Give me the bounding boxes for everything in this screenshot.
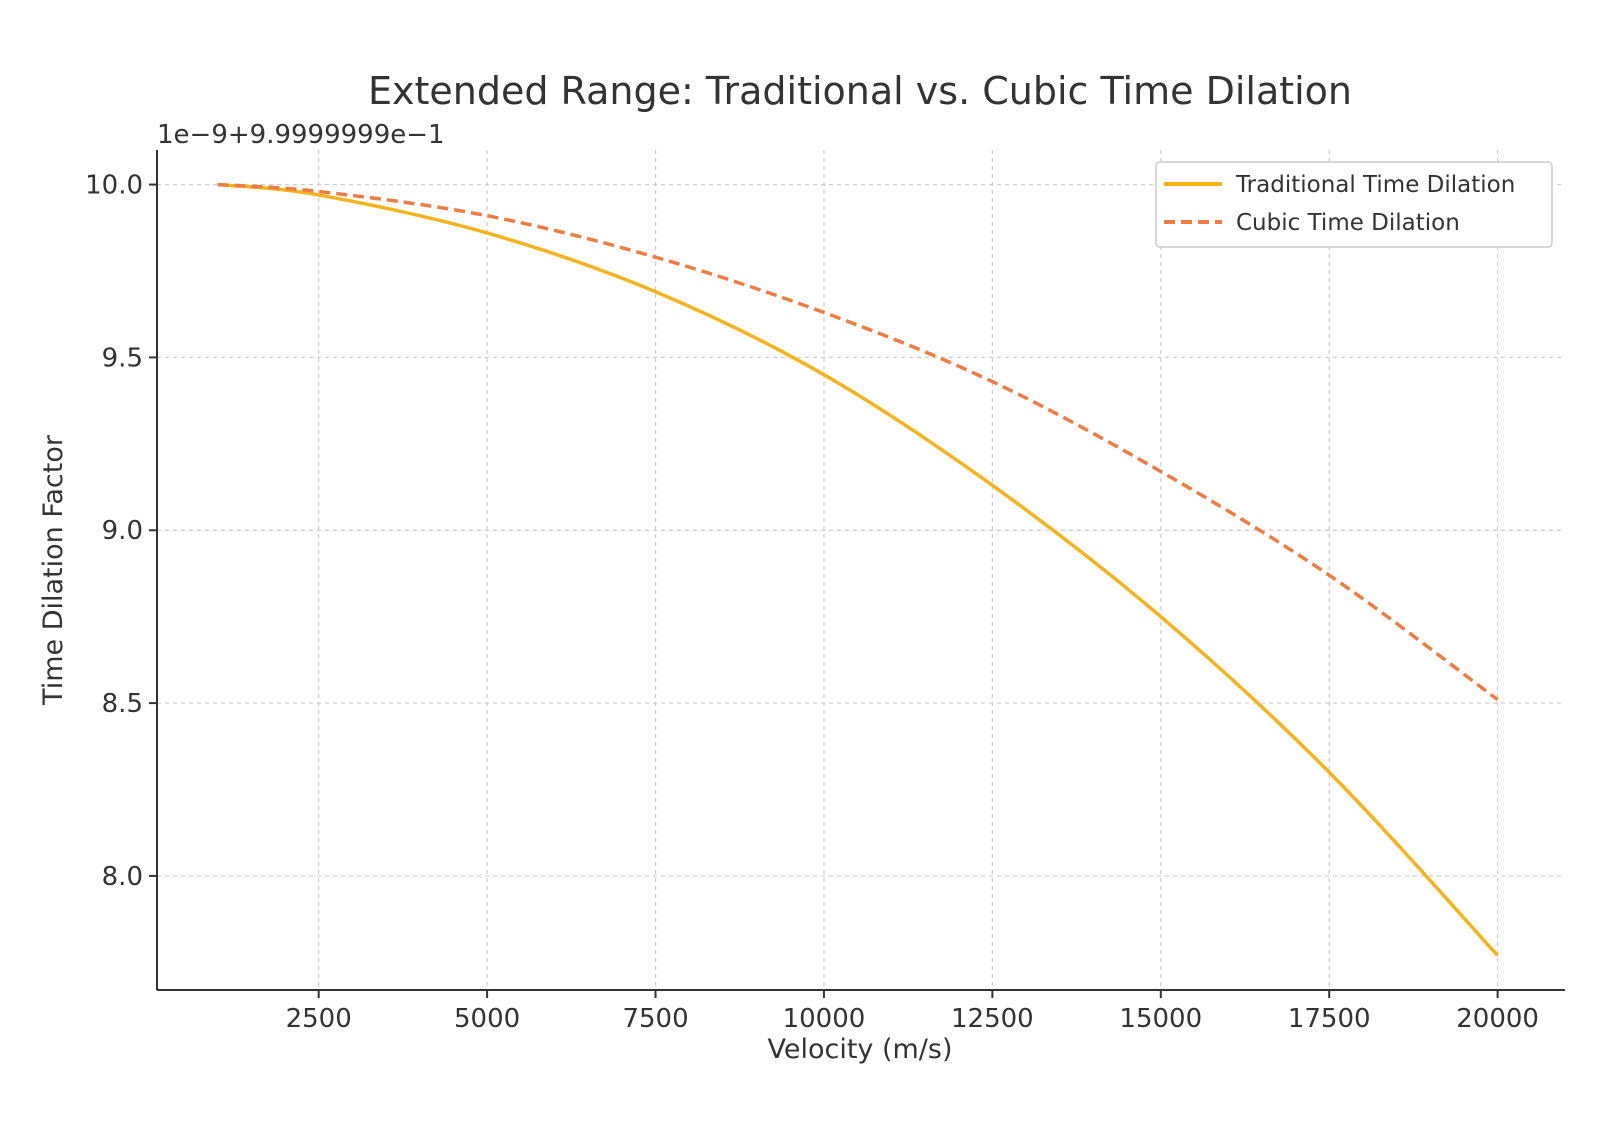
y-offset-label: 1e−9+9.9999999e−1 (157, 120, 445, 150)
legend-box (1155, 161, 1553, 248)
x-tick-label: 15000 (1119, 1004, 1202, 1034)
x-tick-label: 17500 (1288, 1004, 1371, 1034)
y-tick-label: 10.0 (85, 171, 143, 201)
x-tick-label: 5000 (454, 1004, 520, 1034)
y-tick-label: 8.5 (102, 689, 143, 719)
legend: Traditional Time Dilation Cubic Time Dil… (1155, 161, 1553, 248)
chart-title: Extended Range: Traditional vs. Cubic Ti… (368, 69, 1352, 113)
series-line-cubic (217, 182, 1499, 702)
x-tick-label: 12500 (951, 1004, 1034, 1034)
y-axis-label: Time Dilation Factor (38, 434, 69, 706)
y-tick-label: 9.0 (102, 516, 143, 546)
x-tick-label: 7500 (622, 1004, 688, 1034)
series-layer (217, 182, 1499, 957)
x-axis-label: Velocity (m/s) (767, 1034, 952, 1065)
axes: 2500 5000 7500 10000 12500 15000 17500 20000 8.0… (85, 150, 1565, 1034)
x-tick-label: 2500 (286, 1004, 352, 1034)
series-line-traditional (217, 182, 1499, 957)
legend-label-traditional: Traditional Time Dilation (1235, 172, 1515, 198)
x-tick-label: 10000 (783, 1004, 866, 1034)
y-tick-label: 9.5 (102, 343, 143, 373)
y-tick-label: 8.0 (102, 862, 143, 892)
legend-label-cubic: Cubic Time Dilation (1236, 210, 1460, 236)
x-tick-label: 20000 (1456, 1004, 1539, 1034)
grid (157, 150, 1565, 990)
